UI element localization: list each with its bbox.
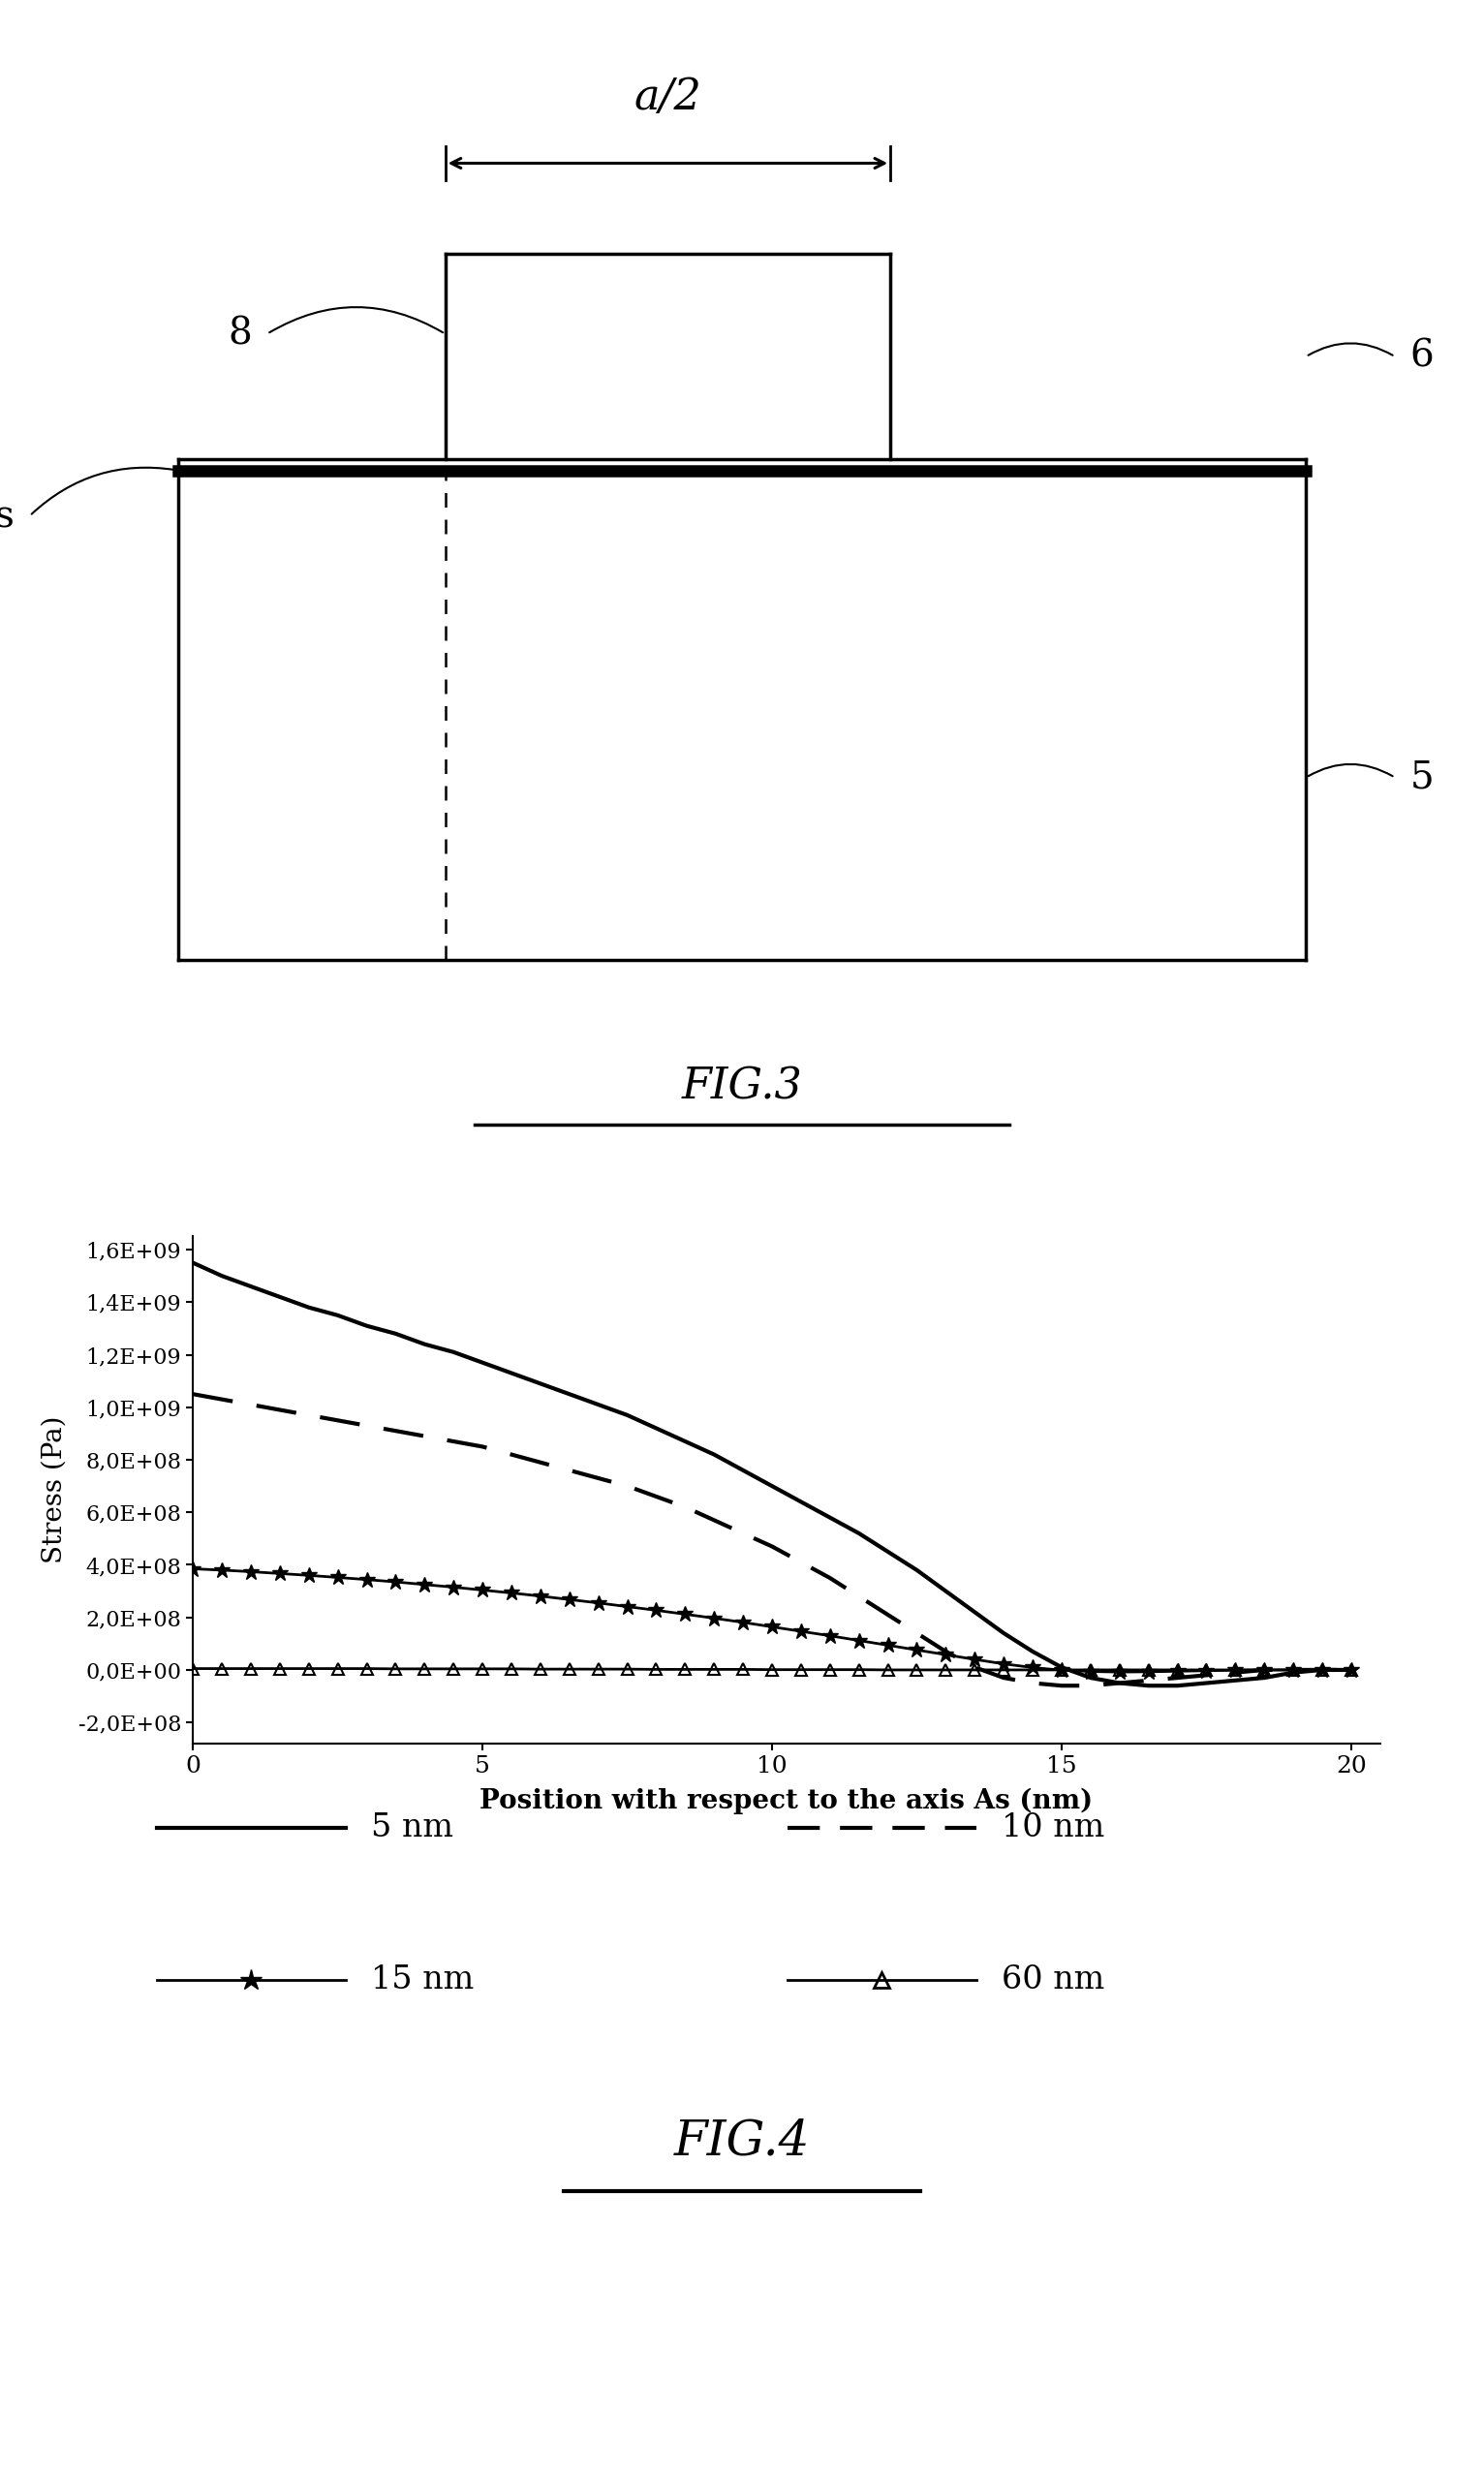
X-axis label: Position with respect to the axis As (nm): Position with respect to the axis As (nm… <box>479 1788 1094 1815</box>
Text: 10 nm: 10 nm <box>1002 1813 1104 1842</box>
Text: 5 nm: 5 nm <box>371 1813 453 1842</box>
Text: As: As <box>0 497 15 534</box>
Y-axis label: Stress (Pa): Stress (Pa) <box>42 1417 68 1563</box>
Text: 5: 5 <box>1410 759 1434 796</box>
Text: FIG.4: FIG.4 <box>674 2117 810 2166</box>
Text: 8: 8 <box>229 317 252 351</box>
Text: FIG.3: FIG.3 <box>681 1066 803 1108</box>
Text: 6: 6 <box>1410 339 1434 373</box>
Text: a/2: a/2 <box>634 77 702 119</box>
Text: 60 nm: 60 nm <box>1002 1966 1104 1996</box>
Text: 15 nm: 15 nm <box>371 1966 473 1996</box>
